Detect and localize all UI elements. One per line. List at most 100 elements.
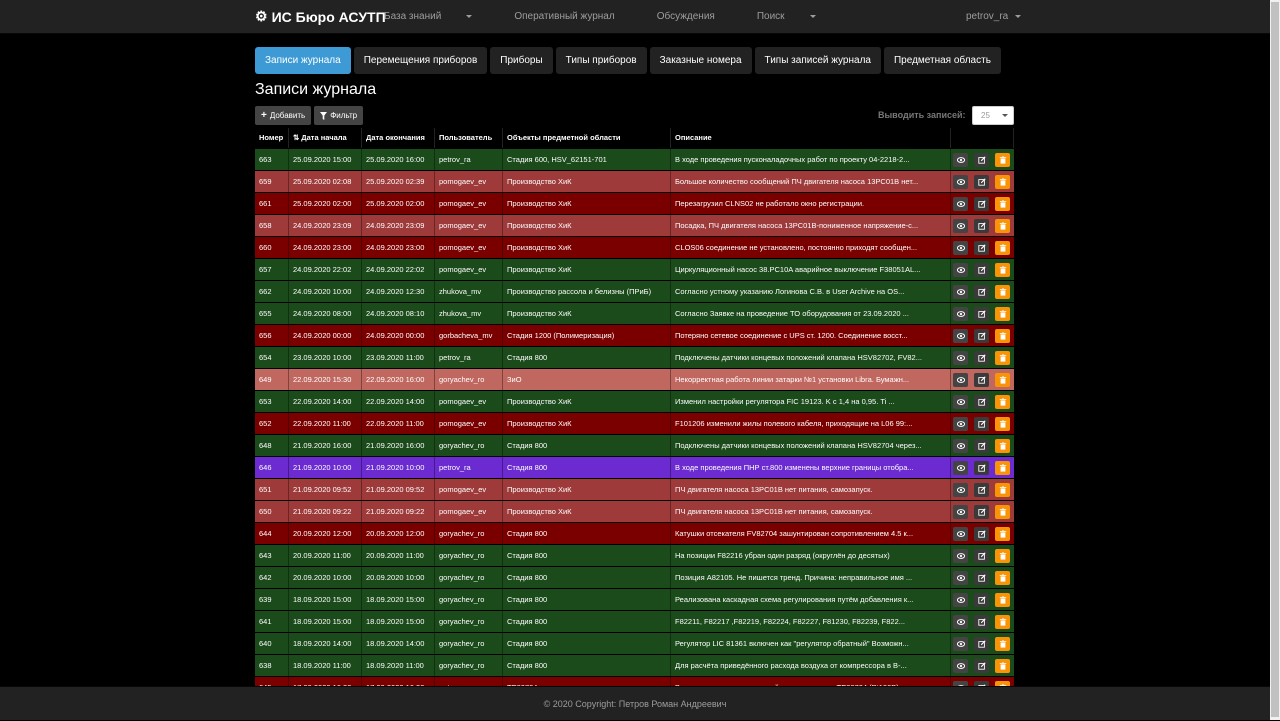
edit-button[interactable] (974, 395, 989, 409)
delete-button[interactable] (995, 549, 1010, 563)
delete-button[interactable] (995, 417, 1010, 431)
view-button[interactable] (953, 483, 968, 497)
edit-button[interactable] (974, 329, 989, 343)
edit-button[interactable] (974, 373, 989, 387)
nav-item[interactable]: Обсуждения (657, 11, 736, 22)
view-button[interactable] (953, 351, 968, 365)
delete-button[interactable] (995, 571, 1010, 585)
delete-button[interactable] (995, 285, 1010, 299)
edit-button[interactable] (974, 461, 989, 475)
column-header[interactable]: Объекты предметной области (503, 128, 671, 148)
nav-item[interactable]: Поиск (757, 11, 837, 22)
edit-button[interactable] (974, 593, 989, 607)
edit-button[interactable] (974, 483, 989, 497)
column-header[interactable]: Номер (255, 128, 289, 148)
view-button[interactable] (953, 219, 968, 233)
edit-button[interactable] (974, 417, 989, 431)
view-button[interactable] (953, 197, 968, 211)
tab[interactable]: Заказные номера (650, 47, 752, 74)
edit-button[interactable] (974, 263, 989, 277)
tab[interactable]: Предметная область (884, 47, 1001, 74)
user-menu[interactable]: petrov_ra (966, 11, 1021, 22)
edit-button[interactable] (974, 197, 989, 211)
tab[interactable]: Типы записей журнала (755, 47, 881, 74)
view-button[interactable] (953, 373, 968, 387)
delete-button[interactable] (995, 329, 1010, 343)
records-per-page-select[interactable]: 25 (972, 106, 1014, 125)
edit-button[interactable] (974, 307, 989, 321)
nav-item[interactable]: Оперативный журнал (514, 11, 635, 22)
brand[interactable]: ⚙ ИС Бюро АСУТП (255, 8, 386, 25)
delete-button[interactable] (995, 373, 1010, 387)
view-button[interactable] (953, 417, 968, 431)
edit-button[interactable] (974, 153, 989, 167)
edit-button[interactable] (974, 175, 989, 189)
view-button[interactable] (953, 549, 968, 563)
delete-button[interactable] (995, 153, 1010, 167)
view-button[interactable] (953, 527, 968, 541)
delete-button[interactable] (995, 461, 1010, 475)
delete-button[interactable] (995, 307, 1010, 321)
view-button[interactable] (953, 571, 968, 585)
edit-button[interactable] (974, 351, 989, 365)
view-button[interactable] (953, 461, 968, 475)
view-button[interactable] (953, 175, 968, 189)
edit-button[interactable] (974, 637, 989, 651)
tab[interactable]: Типы приборов (556, 47, 647, 74)
view-button[interactable] (953, 659, 968, 673)
view-button[interactable] (953, 329, 968, 343)
tab[interactable]: Записи журнала (255, 47, 351, 74)
view-button[interactable] (953, 263, 968, 277)
delete-button[interactable] (995, 527, 1010, 541)
view-button[interactable] (953, 307, 968, 321)
tab[interactable]: Перемещения приборов (354, 47, 488, 74)
view-button[interactable] (953, 241, 968, 255)
view-button[interactable] (953, 439, 968, 453)
view-button[interactable] (953, 593, 968, 607)
edit-button[interactable] (974, 549, 989, 563)
column-header[interactable]: Пользователь (435, 128, 503, 148)
column-header[interactable]: Дата окончания (362, 128, 435, 148)
edit-button[interactable] (974, 527, 989, 541)
delete-button[interactable] (995, 659, 1010, 673)
edit-button[interactable] (974, 285, 989, 299)
edit-button[interactable] (974, 241, 989, 255)
column-header[interactable]: Описание (671, 128, 951, 148)
delete-button[interactable] (995, 615, 1010, 629)
view-button[interactable] (953, 153, 968, 167)
delete-button[interactable] (995, 483, 1010, 497)
view-button[interactable] (953, 395, 968, 409)
edit-button[interactable] (974, 571, 989, 585)
filter-button[interactable]: Фильтр (314, 106, 363, 125)
view-button[interactable] (953, 285, 968, 299)
page-scrollbar[interactable] (1270, 0, 1280, 720)
view-button[interactable] (953, 615, 968, 629)
add-button[interactable]: + Добавить (255, 106, 311, 125)
edit-button[interactable] (974, 505, 989, 519)
delete-button[interactable] (995, 219, 1010, 233)
edit-button[interactable] (974, 615, 989, 629)
